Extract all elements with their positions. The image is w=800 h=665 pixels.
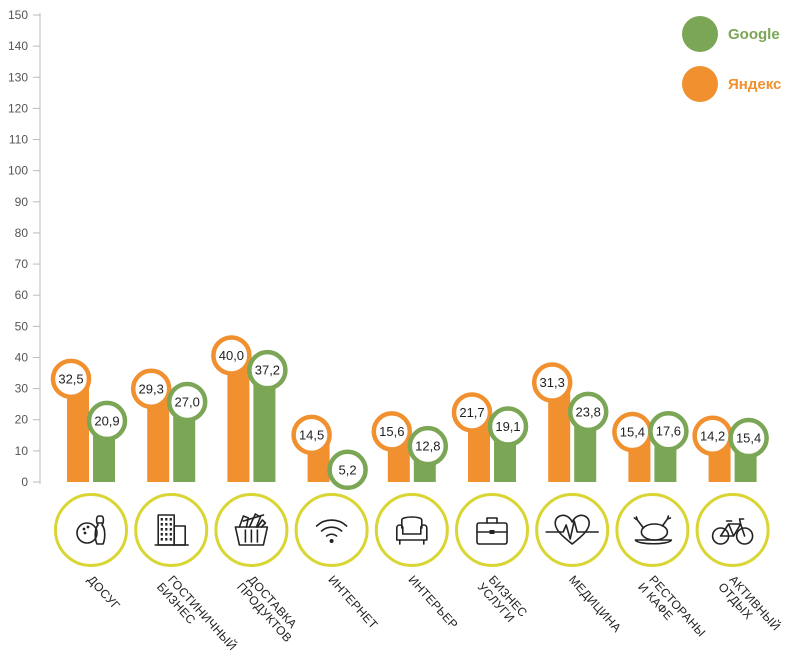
- data-label: 14,2: [700, 428, 725, 443]
- bowling-icon: [76, 515, 106, 545]
- legend: Google Яндекс: [682, 16, 781, 102]
- value-bubble: [531, 362, 573, 403]
- data-label: 21,7: [459, 405, 484, 420]
- y-tick-label: 110: [9, 133, 28, 147]
- heartbeat-icon: [545, 514, 600, 545]
- data-label: 14,5: [299, 427, 324, 442]
- legend-label: Яндекс: [728, 76, 781, 93]
- y-tick-label: 150: [8, 8, 28, 22]
- category-group: 14,5 5,2 ИНТЕРНЕТ: [291, 414, 381, 632]
- data-label: 15,4: [736, 431, 761, 446]
- data-label: 27,0: [175, 394, 200, 409]
- value-bubble: [567, 391, 609, 433]
- y-tick-label: 120: [8, 101, 28, 115]
- y-tick-label: 70: [15, 257, 29, 271]
- value-bubble: [50, 358, 92, 400]
- category-group: 31,3 23,8 МЕДИЦИНА: [531, 362, 624, 635]
- value-bubble: [371, 411, 413, 452]
- data-label: 32,5: [58, 371, 83, 386]
- y-axis: 0 10 20 30 40 50 60 70 80 90 100 110 120 130 140 150: [8, 8, 41, 489]
- data-label: 37,2: [255, 363, 280, 378]
- category-label: ИНТЕРЬЕР: [406, 573, 461, 632]
- legend-label: Google: [728, 26, 780, 43]
- y-tick-label: 60: [15, 288, 29, 302]
- category-label: РЕСТОРАНЫИ КАФЕ: [635, 571, 708, 648]
- category-icon-ring: [54, 493, 128, 567]
- category-group: 40,0 37,2 ДОСТАВКАПРОДУКТОВ: [211, 335, 304, 645]
- y-tick-label: 80: [15, 226, 29, 240]
- value-bubble: [166, 381, 208, 423]
- category-group: 21,7 19,1 БИЗНЕСУСЛУГИ: [451, 392, 530, 628]
- y-tick-label: 90: [15, 195, 29, 209]
- data-label: 5,2: [339, 462, 357, 477]
- value-bubble: [451, 392, 493, 433]
- category-label: ИНТЕРНЕТ: [325, 573, 381, 632]
- data-label: 12,8: [415, 439, 440, 454]
- roast-chicken-icon: [633, 515, 673, 545]
- y-tick-label: 130: [8, 70, 28, 84]
- value-bubble: [130, 368, 172, 410]
- value-bubble: [211, 335, 252, 376]
- value-bubble: [487, 406, 529, 447]
- y-tick-label: 140: [8, 39, 28, 53]
- y-tick-label: 100: [8, 164, 28, 178]
- data-label: 19,1: [495, 419, 520, 434]
- hotel-icon: [154, 514, 189, 546]
- value-bubble: [291, 414, 332, 456]
- category-group: 15,6 12,8 ИНТЕРЬЕР: [371, 411, 461, 632]
- y-tick-label: 30: [15, 382, 29, 396]
- category-label: ДОСТАВКАПРОДУКТОВ: [234, 571, 304, 645]
- basket-icon: [234, 513, 269, 546]
- category-group: 15,4 17,6 РЕСТОРАНЫИ КАФЕ: [612, 410, 709, 648]
- legend-swatch: [682, 66, 718, 102]
- category-label: ДОСУГ: [85, 573, 123, 613]
- y-tick-label: 20: [15, 413, 29, 427]
- data-label: 20,9: [94, 413, 119, 428]
- category-icon-ring: [374, 493, 449, 567]
- category-group: 14,2 15,4 АКТИВНЫЙОТДЫХ: [692, 415, 784, 642]
- data-label: 15,4: [620, 425, 645, 440]
- category-label-line: МЕДИЦИНА: [566, 573, 624, 635]
- category-label-line: ДОСУГ: [85, 573, 123, 613]
- data-label: 31,3: [540, 375, 565, 390]
- data-label: 17,6: [656, 424, 681, 439]
- category-icon-ring: [695, 493, 770, 567]
- briefcase-icon: [476, 517, 508, 545]
- value-bubble: [247, 349, 288, 391]
- y-tick-label: 10: [15, 444, 29, 458]
- category-label: БИЗНЕСУСЛУГИ: [475, 571, 530, 628]
- bicycle-icon: [711, 518, 754, 545]
- category-group: 32,5 20,9 ДОСУГ: [50, 358, 128, 613]
- bar-yandex: [147, 390, 170, 482]
- category-icon-ring: [615, 493, 690, 567]
- y-tick-label: 0: [21, 475, 28, 489]
- armchair-icon: [395, 516, 428, 545]
- value-bubble: [86, 400, 128, 442]
- value-bubble: [407, 425, 449, 467]
- category-icon-ring: [294, 493, 369, 567]
- y-tick-label: 40: [15, 350, 29, 364]
- legend-swatch: [682, 16, 718, 52]
- data-label: 15,6: [379, 424, 404, 439]
- category-label-line: ИНТЕРНЕТ: [325, 573, 381, 632]
- category-label: ГОСТИНИЧНЫЙБИЗНЕС: [154, 570, 240, 661]
- wifi-icon: [315, 519, 348, 543]
- data-label: 29,3: [139, 381, 164, 396]
- category-label-line: ИНТЕРЬЕР: [406, 573, 461, 632]
- bar-yandex: [67, 380, 89, 482]
- y-tick-label: 50: [15, 319, 29, 333]
- data-label: 40,0: [219, 348, 244, 363]
- category-label: МЕДИЦИНА: [566, 573, 624, 635]
- value-bubble: [648, 410, 689, 452]
- data-label: 23,8: [576, 404, 601, 419]
- value-bubble: [327, 449, 368, 491]
- bar-google: [253, 366, 276, 482]
- category-label: АКТИВНЫЙОТДЫХ: [715, 570, 784, 642]
- value-bubble: [728, 417, 769, 459]
- bar-yandex: [227, 357, 250, 482]
- bar-yandex: [548, 384, 571, 482]
